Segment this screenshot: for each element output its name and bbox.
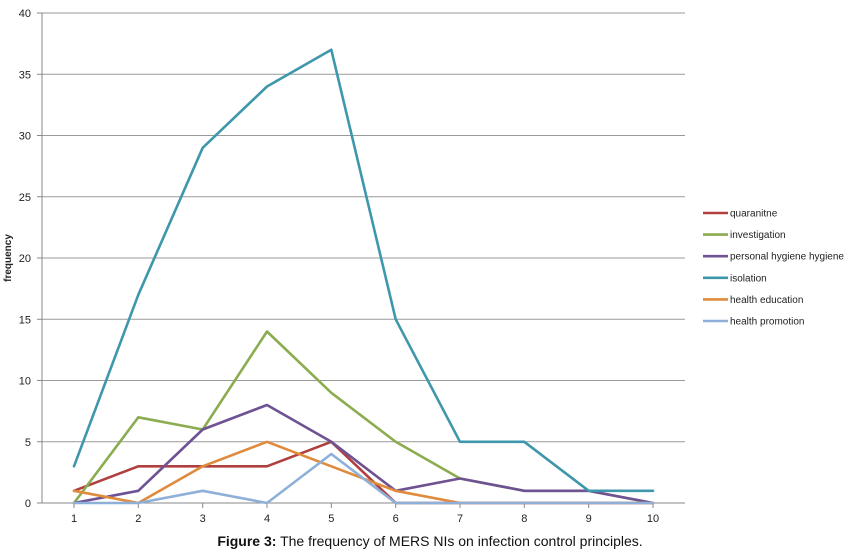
x-tick-label-1: 1: [71, 513, 77, 525]
x-tick-label-9: 9: [586, 513, 592, 525]
x-tick-label-2: 2: [135, 513, 141, 525]
y-tick-label-25: 25: [19, 192, 31, 204]
legend-label-4: isolation: [730, 273, 767, 284]
gridlines: [41, 12, 685, 504]
y-tick-label-35: 35: [19, 69, 31, 81]
figure-caption: Figure 3: The frequency of MERS NIs on i…: [0, 533, 860, 549]
legend-label-1: quaranitne: [730, 209, 778, 220]
x-tick-label-4: 4: [264, 513, 270, 525]
y-tick-label-5: 5: [25, 437, 31, 449]
x-tick-label-8: 8: [521, 513, 527, 525]
legend-label-5: health education: [730, 295, 803, 306]
y-tick-label-10: 10: [19, 376, 31, 388]
caption-text: The frequency of MERS NIs on infection c…: [276, 533, 643, 549]
series-line-6: [72, 452, 655, 505]
y-tick-label-40: 40: [19, 8, 31, 20]
x-tick-label-10: 10: [647, 513, 659, 525]
series-line-4: [72, 48, 655, 493]
x-axis-ticks: 1 2 3 4 5 6 7 8 9 10: [71, 503, 659, 525]
x-tick-label-5: 5: [328, 513, 334, 525]
x-tick-label-3: 3: [200, 513, 206, 525]
y-tick-label-15: 15: [19, 314, 31, 326]
y-tick-label-20: 20: [19, 253, 31, 265]
y-tick-label-0: 0: [25, 498, 31, 510]
series-line-3: [72, 403, 655, 505]
series-lines: [72, 48, 655, 505]
legend-label-3: personal hygiene hygiene: [730, 252, 844, 263]
x-tick-label-7: 7: [457, 513, 463, 525]
legend-label-2: investigation: [730, 230, 786, 241]
legend-label-6: health promotion: [730, 317, 805, 328]
y-axis-label: frequency: [3, 234, 14, 282]
y-axis-ticks: 0 5 10 15 20 25 30 35 40: [19, 8, 42, 510]
caption-label: Figure 3:: [217, 533, 277, 549]
y-tick-label-30: 30: [19, 131, 31, 143]
legend: quaranitne investigation personal hygiene …: [703, 209, 844, 328]
x-tick-label-6: 6: [393, 513, 399, 525]
line-chart: 0 5 10 15 20 25 30 35 40 1 2 3 4 5 6 7 8 9 10 frequency q…: [3, 8, 844, 525]
